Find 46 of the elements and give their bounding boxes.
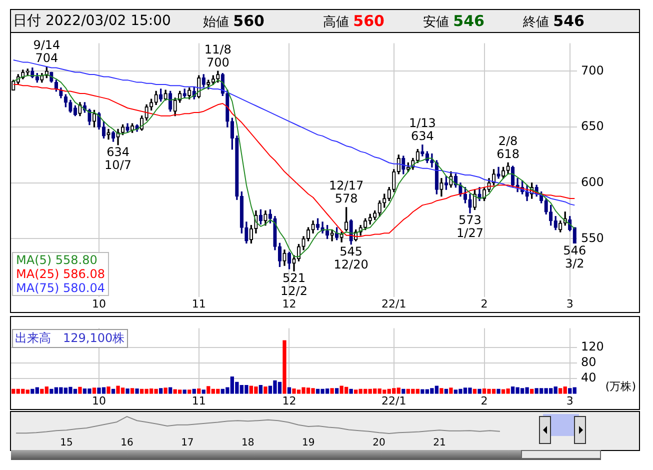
annotation: 546 3/2 [563,243,586,270]
annotation: 12/17 578 [329,178,364,206]
y-tick-label: 550 [581,230,604,245]
annotation: 出来高 129,100株 [12,329,128,348]
x-tick-label: 16 [120,438,134,449]
text: 高値 560 [323,12,386,30]
x-tick-label: 22/1 [382,297,406,310]
annotation: 521 12/2 [280,271,308,298]
y-tick-label: 120 [581,340,604,354]
x-tick-label: 11 [192,297,206,310]
y-tick-label: 700 [581,63,604,78]
y-axis-title: (万株) [605,380,636,394]
annotation: 2/8 618 [496,134,520,161]
x-tick-label: 12 [282,297,296,310]
text: 始値 560 [203,12,266,30]
y-tick-label: 600 [581,174,604,189]
x-tick-label: 22/1 [382,394,406,408]
annotation: 634 10/7 [104,144,132,172]
text: MA(5) 558.80 [16,252,98,267]
chart-title: 日付 2022/03/02 15:00 [13,12,172,30]
text: MA(25) 586.08 [16,266,105,281]
x-tick-label: 12 [282,394,296,408]
x-tick-label: 10 [92,394,106,408]
y-tick-label: 80 [581,355,596,370]
x-tick-label: 11 [192,394,206,408]
annotation: 573 1/27 [456,213,484,240]
y-tick-label: 650 [581,119,604,134]
x-tick-label: 2 [480,297,488,310]
x-tick-label: 3 [566,297,574,310]
annotation: 545 12/20 [334,244,368,272]
text: MA(75) 580.04 [16,280,105,295]
x-tick-label: 3 [566,394,574,408]
text: 終値 546 [523,12,586,30]
annotation: 11/8 700 [204,42,232,70]
x-tick-label: 19 [302,438,315,449]
x-tick-label: 17 [181,438,194,449]
x-tick-label: 21 [433,438,446,449]
x-tick-label: 10 [92,297,106,310]
annotation: 1/13 634 [408,116,436,143]
annotation: 9/14 704 [33,38,60,65]
x-tick-label: 15 [60,438,73,449]
x-tick-label: 2 [480,394,488,408]
x-tick-label: 18 [242,438,254,449]
y-tick-label: 40 [581,370,596,384]
text: 安値 546 [423,12,486,30]
x-tick-label: 20 [372,438,386,449]
